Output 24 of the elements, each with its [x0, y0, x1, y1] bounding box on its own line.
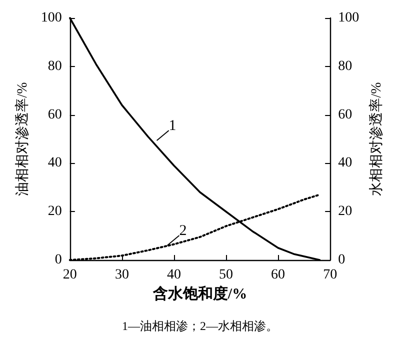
y2-tick-label: 40 — [338, 156, 352, 171]
y2-tick-label: 0 — [338, 252, 346, 268]
text: 1—油相相渗；2—水相相渗。 — [122, 319, 278, 333]
y-tick-label: 80 — [48, 58, 62, 74]
y-tick-label: 60 — [48, 107, 62, 122]
x-tick-label: 20 — [62, 268, 77, 282]
x-tick-label: 40 — [166, 268, 181, 282]
y-tick-label: 0 — [54, 252, 62, 268]
x-tick-label: 60 — [271, 268, 286, 282]
x-tick-label: 50 — [219, 268, 234, 282]
annotation: 1 — [168, 118, 176, 134]
annotation: 2 — [179, 222, 187, 239]
y-tick-label: 40 — [48, 156, 62, 171]
y2-tick-label: 100 — [338, 10, 360, 26]
y2-tick-label: 60 — [338, 107, 352, 122]
y2-tick-label: 80 — [338, 58, 352, 74]
x-tick-label: 70 — [323, 268, 338, 282]
x-tick-label: 30 — [114, 268, 129, 282]
y2-tick-label: 20 — [338, 204, 352, 220]
x-axis-title: 含水饱和度/% — [152, 284, 248, 302]
y-axis-title: 油相相对渗透率/% — [14, 82, 30, 196]
y-tick-label: 100 — [40, 10, 62, 26]
y-tick-label: 20 — [48, 204, 62, 220]
y2-axis-title: 水相相对渗透率/% — [368, 82, 384, 196]
